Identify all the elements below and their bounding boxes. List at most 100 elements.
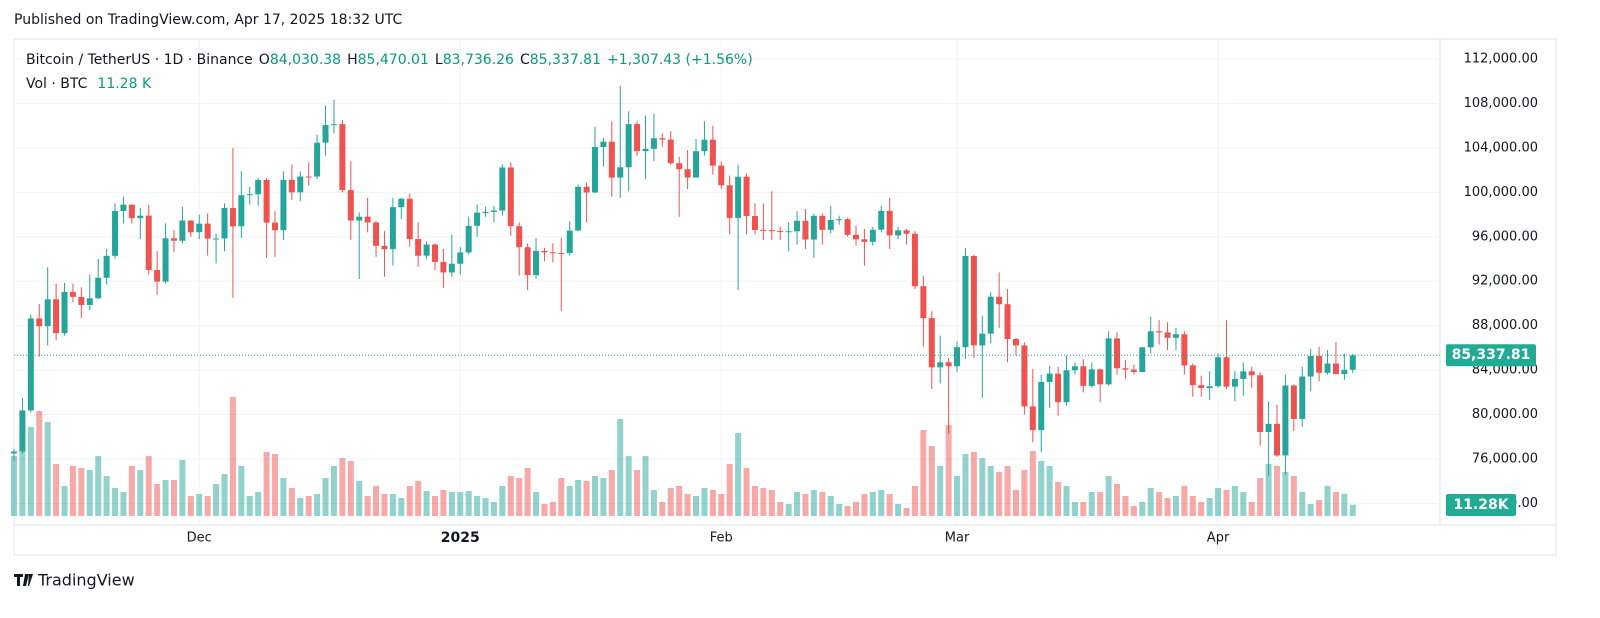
candle-body	[238, 195, 245, 227]
candle-body	[1349, 355, 1356, 370]
volume-bar	[78, 468, 85, 516]
candle-body	[634, 124, 641, 152]
candle-body	[364, 216, 371, 223]
candle-body	[1021, 345, 1028, 407]
candle-body	[465, 225, 472, 253]
candle-body	[608, 141, 615, 178]
volume-bar	[1097, 492, 1104, 516]
candle-body	[1265, 423, 1272, 432]
x-tick-label: Feb	[710, 531, 733, 546]
volume-bar	[996, 472, 1003, 516]
volume-bar	[886, 494, 893, 516]
candle-body	[937, 362, 944, 368]
volume-bar	[709, 490, 716, 516]
volume-bar	[1349, 504, 1356, 516]
volume-bar	[987, 466, 994, 516]
volume-bar	[810, 490, 817, 516]
volume-bar	[432, 496, 438, 516]
volume-bar	[1172, 496, 1179, 516]
volume-bar	[1282, 472, 1289, 516]
volume-bar	[221, 474, 228, 516]
candle-body	[802, 220, 809, 240]
volume-bar	[869, 492, 876, 516]
candle-body	[962, 256, 969, 348]
candle-body	[810, 215, 817, 240]
logo-text: TradingView	[37, 571, 135, 590]
volume-bar	[1105, 476, 1112, 516]
volume-bar	[1341, 494, 1348, 516]
volume-bar	[288, 488, 295, 516]
volume-bar	[1156, 492, 1163, 516]
candle-body	[187, 220, 194, 233]
price-tag-bg	[1446, 344, 1536, 367]
low-key: L	[435, 52, 443, 68]
candle-body	[970, 256, 977, 346]
volume-bar	[541, 504, 548, 516]
volume-bar	[903, 508, 910, 516]
volume-bar	[19, 428, 26, 516]
volume-bar	[423, 491, 430, 516]
candle-body	[482, 211, 489, 213]
volume-bar	[204, 496, 211, 516]
candle-body	[878, 210, 885, 230]
volume-bar	[1088, 492, 1095, 516]
volume-bar	[1257, 478, 1264, 516]
change: +1,307.43 (+1.56%)	[607, 52, 753, 68]
volume-bar	[69, 466, 76, 516]
candle-body	[642, 148, 649, 152]
volume-bar	[145, 456, 152, 516]
published-line: Published on TradingView.com, Apr 17, 20…	[14, 12, 403, 28]
volume-bar	[827, 496, 834, 516]
candle-body	[179, 220, 186, 241]
candle-body	[1114, 338, 1121, 369]
candle-body	[1206, 386, 1213, 388]
volume-bar	[1114, 484, 1121, 516]
volume-bar	[1265, 464, 1272, 516]
candle-body	[373, 222, 380, 246]
candle-body	[1164, 332, 1171, 338]
candle-body	[11, 451, 17, 454]
volume-bar	[743, 468, 750, 516]
candle-body	[288, 179, 295, 193]
volume-bar	[154, 484, 161, 516]
y-tick-label: 96,000.00	[1472, 229, 1538, 244]
volume-bar	[1122, 496, 1129, 516]
y-tick-label: 100,000.00	[1464, 185, 1538, 200]
volume-bar	[819, 492, 826, 516]
legend-line: Bitcoin / TetherUS · 1D · Binance O84,030…	[26, 52, 753, 68]
candle-body	[221, 208, 228, 239]
volume-bar	[474, 496, 481, 516]
candle-body	[128, 204, 135, 219]
candle-body	[869, 229, 876, 242]
volume-bar	[785, 504, 792, 516]
candle-body	[886, 210, 893, 236]
candle-body	[507, 167, 514, 227]
candle-body	[945, 362, 952, 367]
volume-bar	[1189, 496, 1196, 516]
candle-body	[726, 185, 733, 218]
candle-body	[1299, 376, 1306, 419]
candle-body	[1130, 369, 1137, 372]
volume-bar	[246, 496, 253, 516]
volume-bar	[1080, 502, 1087, 516]
volume-bar	[1021, 470, 1028, 516]
volume-bar	[650, 490, 657, 516]
candle-body	[44, 299, 51, 327]
candle-body	[1290, 385, 1297, 419]
volume-bar	[322, 478, 329, 516]
volume-bar	[937, 466, 944, 516]
x-tick-label: Dec	[187, 531, 212, 546]
volume-bar	[162, 480, 169, 516]
candle-body	[1105, 338, 1112, 385]
y-tick-label: 76,000.00	[1472, 452, 1538, 467]
candle-body	[120, 204, 127, 212]
candle-body	[1274, 423, 1280, 456]
candle-body	[1231, 378, 1238, 387]
candle-body	[1240, 371, 1247, 379]
candle-body	[1181, 334, 1188, 366]
candle-body	[1063, 370, 1070, 403]
candle-body	[777, 230, 784, 232]
candle-body	[751, 215, 758, 230]
volume-bar	[802, 494, 809, 516]
volume-bar	[583, 481, 590, 516]
